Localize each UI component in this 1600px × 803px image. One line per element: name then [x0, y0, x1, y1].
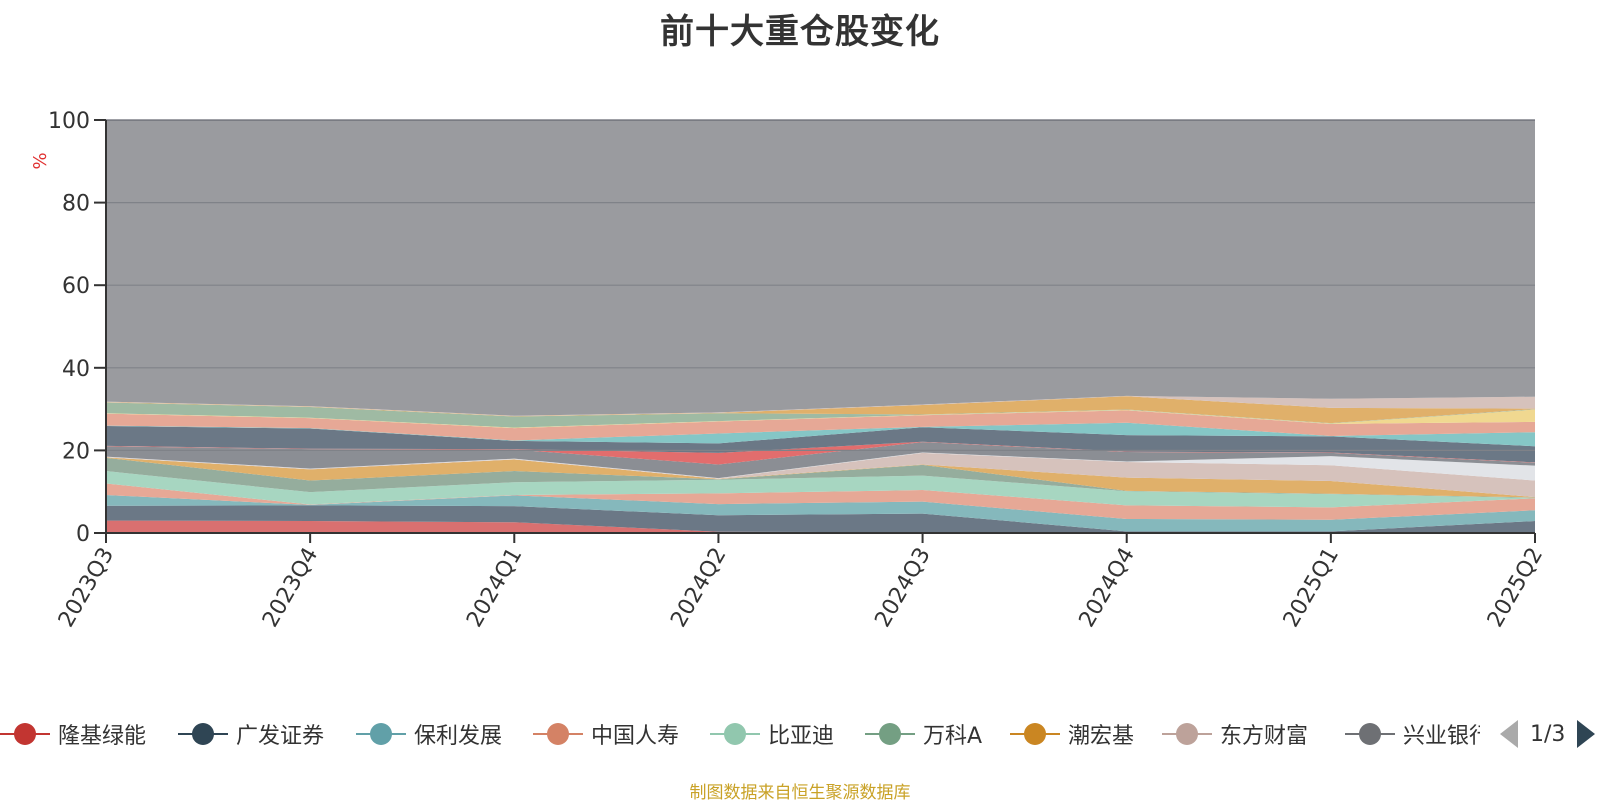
- legend-label: 广发证券: [236, 724, 325, 749]
- area-band-15: [106, 402, 1535, 428]
- y-tick-label-20: 20: [62, 439, 90, 464]
- x-tick-label-2025Q2: 2025Q2: [1483, 544, 1548, 632]
- area-band-6: [106, 457, 1535, 498]
- legend-prev-page-icon[interactable]: [1500, 720, 1518, 748]
- area-band-13: [106, 410, 1535, 441]
- legend-marker-icon: [1010, 722, 1060, 746]
- legend-label: 中国人寿: [591, 724, 680, 749]
- legend-item-3[interactable]: 中国人寿: [533, 714, 679, 754]
- legend-item-2[interactable]: 保利发展: [356, 714, 502, 754]
- area-band-12: [106, 422, 1535, 447]
- legend-marker-icon: [1162, 722, 1212, 746]
- legend-marker-icon: [0, 722, 50, 746]
- area-band-16: [106, 396, 1535, 424]
- legend-item-0[interactable]: 隆基绿能: [0, 714, 146, 754]
- x-tick-label-2024Q4: 2024Q4: [1075, 544, 1140, 632]
- stacked-area-layer: [106, 120, 1535, 533]
- grid-lines: [106, 119, 1535, 451]
- y-tick-label-60: 60: [62, 274, 90, 299]
- legend-item-6[interactable]: 潮宏基: [1010, 714, 1134, 754]
- legend-items: 隆基绿能 广发证券 保利发展 中国人寿 比亚迪 万科A 潮宏基 东方财富 兴业银行: [0, 714, 1480, 754]
- area-band-5: [106, 457, 1535, 498]
- area-chart: 0 20 40 60 80 100 2023Q3 2023Q4 2024Q1 2024Q2 2024…: [30, 109, 1548, 632]
- area-band-4: [106, 471, 1535, 508]
- area-band-18: [106, 120, 1535, 416]
- legend-next-page-icon[interactable]: [1577, 720, 1596, 748]
- legend-page-indicator: 1/3: [1530, 721, 1566, 747]
- y-tick-label-100: 100: [48, 109, 90, 134]
- legend-label: 隆基绿能: [58, 724, 147, 749]
- legend-label: 东方财富: [1220, 724, 1309, 749]
- data-source-note: 制图数据来自恒生聚源数据库: [689, 783, 911, 803]
- legend-item-5[interactable]: 万科A: [865, 714, 982, 754]
- legend-marker-icon: [865, 722, 915, 746]
- legend-marker-icon: [533, 722, 583, 746]
- x-tick-label-2023Q4: 2023Q4: [258, 544, 323, 632]
- x-tick-label-2024Q2: 2024Q2: [666, 544, 731, 632]
- y-tick-label-0: 0: [76, 522, 90, 547]
- legend-label: 兴业银行: [1403, 724, 1480, 749]
- legend: 隆基绿能 广发证券 保利发展 中国人寿 比亚迪 万科A 潮宏基 东方财富 兴业银行: [0, 714, 1600, 754]
- legend-item-7[interactable]: 东方财富: [1162, 714, 1308, 754]
- y-tick-label-80: 80: [62, 192, 90, 217]
- y-tick-label-40: 40: [62, 357, 90, 382]
- x-tick-label-2025Q1: 2025Q1: [1279, 544, 1344, 632]
- legend-label: 万科A: [923, 724, 983, 749]
- area-band-3: [106, 483, 1535, 520]
- x-tick-label-2024Q1: 2024Q1: [462, 544, 527, 632]
- legend-pager: 1/3: [1500, 714, 1596, 754]
- legend-marker-icon: [1345, 722, 1395, 746]
- area-band-2: [106, 495, 1535, 532]
- x-tick-label-2023Q3: 2023Q3: [54, 544, 119, 632]
- area-band-10: [106, 441, 1535, 465]
- legend-item-4[interactable]: 比亚迪: [710, 714, 834, 754]
- y-axis-unit-label: %: [30, 152, 51, 169]
- area-band-1: [106, 505, 1535, 533]
- legend-label: 保利发展: [414, 724, 503, 749]
- legend-label: 潮宏基: [1068, 724, 1135, 749]
- legend-item-1[interactable]: 广发证券: [178, 714, 324, 754]
- area-band-11: [106, 426, 1535, 463]
- area-band-0: [106, 520, 1535, 533]
- area-band-7: [106, 452, 1535, 498]
- legend-marker-icon: [178, 722, 228, 746]
- legend-marker-icon: [356, 722, 406, 746]
- x-tick-label-2024Q3: 2024Q3: [870, 544, 935, 632]
- legend-label: 比亚迪: [768, 724, 835, 749]
- legend-item-8[interactable]: 兴业银行: [1345, 714, 1480, 754]
- legend-marker-icon: [710, 722, 760, 746]
- chart-title: 前十大重仓股变化: [660, 12, 940, 52]
- area-band-9: [106, 442, 1535, 479]
